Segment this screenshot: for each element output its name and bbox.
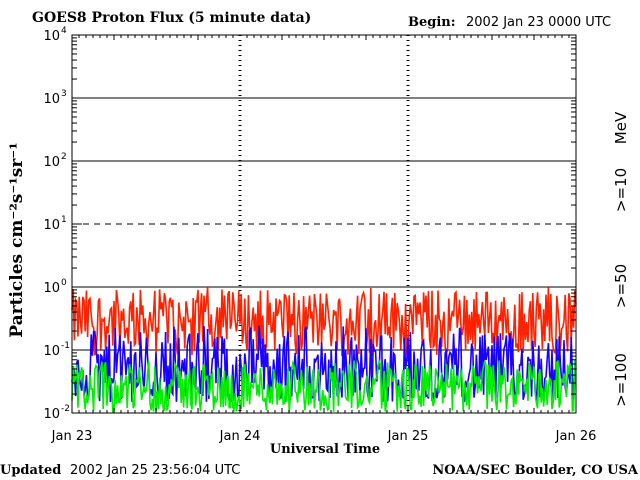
y-tick-exponent: 0: [61, 278, 67, 288]
y-tick-exponent: -2: [61, 404, 70, 414]
series-line-ge50: [71, 325, 577, 403]
y-tick-exponent: 4: [61, 26, 67, 36]
updated-label: Updated: [0, 463, 61, 478]
y-axis-label: Particles cm⁻²s⁻¹sr⁻¹: [7, 142, 27, 337]
y-tick-exponent: 2: [61, 152, 67, 162]
y-tick-label: 10: [43, 92, 60, 107]
x-tick-label: Jan 24: [219, 429, 261, 444]
legend-series-100: >=100: [612, 353, 630, 407]
x-tick-label: Jan 23: [51, 429, 93, 444]
data-series: [71, 287, 577, 413]
begin-label: Begin:: [408, 15, 456, 30]
credit-text: NOAA/SEC Boulder, CO USA: [432, 463, 639, 478]
begin-value: 2002 Jan 23 0000 UTC: [466, 15, 611, 30]
x-axis-ticks: Jan 23 Jan 24 Jan 25 Jan 26: [51, 35, 597, 444]
units-label: MeV: [612, 111, 630, 144]
y-tick-label: 10: [43, 281, 60, 296]
y-tick-label: 10: [43, 407, 60, 422]
y-tick-exponent: -1: [61, 341, 70, 351]
x-tick-label: Jan 26: [555, 429, 597, 444]
y-tick-label: 10: [43, 155, 60, 170]
y-tick-label: 10: [43, 29, 60, 44]
x-axis-label: Universal Time: [270, 442, 380, 457]
y-tick-label: 10: [43, 344, 60, 359]
updated-value: 2002 Jan 25 23:56:04 UTC: [70, 463, 240, 478]
y-tick-exponent: 1: [61, 215, 67, 225]
x-tick-label: Jan 25: [387, 429, 429, 444]
legend-series-50: >=50: [612, 264, 630, 308]
legend-series-10: >=10: [612, 168, 630, 212]
chart-title: GOES8 Proton Flux (5 minute data): [32, 10, 311, 26]
y-tick-label: 10: [43, 218, 60, 233]
y-tick-exponent: 3: [61, 89, 67, 99]
